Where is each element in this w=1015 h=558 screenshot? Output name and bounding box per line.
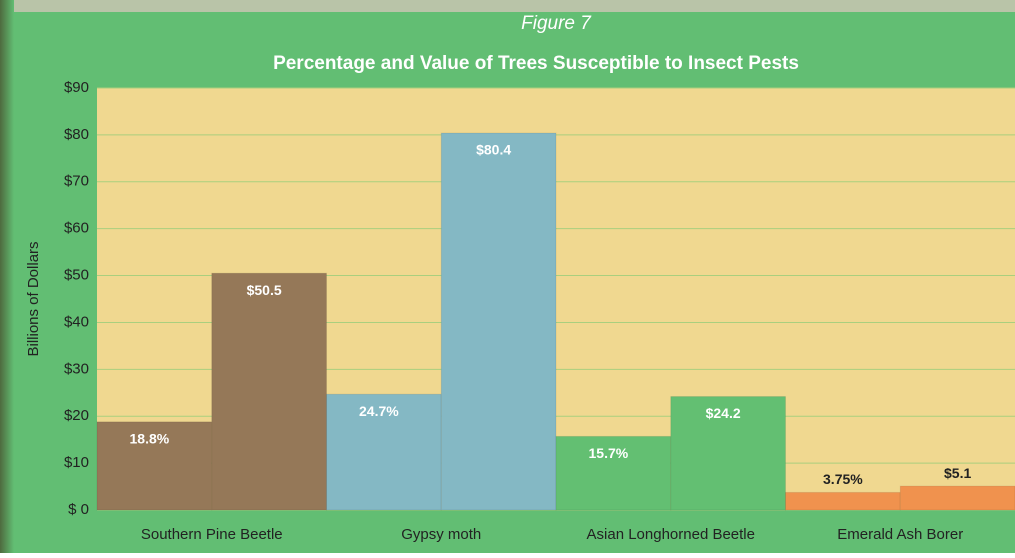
value-label: 18.8% [130, 431, 170, 447]
y-tick-label: $20 [64, 407, 89, 424]
figure-label: Figure 7 [521, 13, 592, 34]
bar [900, 486, 1015, 510]
bar [212, 273, 327, 510]
value-label: $24.2 [706, 405, 741, 421]
y-tick-label: $ 0 [68, 501, 89, 518]
value-label: $50.5 [247, 282, 282, 298]
y-tick-label: $30 [64, 360, 89, 377]
x-tick-label: Asian Longhorned Beetle [587, 526, 755, 543]
bar [441, 133, 556, 510]
x-tick-label: Gypsy moth [401, 526, 481, 543]
value-label: 3.75% [823, 471, 863, 487]
x-tick-label: Emerald Ash Borer [837, 526, 963, 543]
chart: Figure 7 Percentage and Value of Trees S… [0, 0, 1015, 553]
y-tick-label: $50 [64, 267, 89, 284]
value-label: 15.7% [589, 445, 629, 461]
y-tick-label: $70 [64, 173, 89, 190]
photo-strip [0, 0, 1015, 12]
photo-edge [0, 0, 14, 553]
x-tick-label: Southern Pine Beetle [141, 526, 283, 543]
y-tick-label: $80 [64, 126, 89, 143]
bar [786, 492, 901, 510]
chart-title: Percentage and Value of Trees Susceptibl… [273, 53, 799, 74]
value-label: $80.4 [476, 142, 511, 158]
y-tick-label: $60 [64, 220, 89, 237]
y-tick-label: $10 [64, 454, 89, 471]
y-tick-label: $90 [64, 79, 89, 96]
y-tick-label: $40 [64, 313, 89, 330]
value-label: 24.7% [359, 403, 399, 419]
y-axis-label: Billions of Dollars [25, 241, 42, 356]
page: {"chart_data": {"type": "bar", "figure_l… [0, 0, 1015, 553]
value-label: $5.1 [944, 465, 971, 481]
